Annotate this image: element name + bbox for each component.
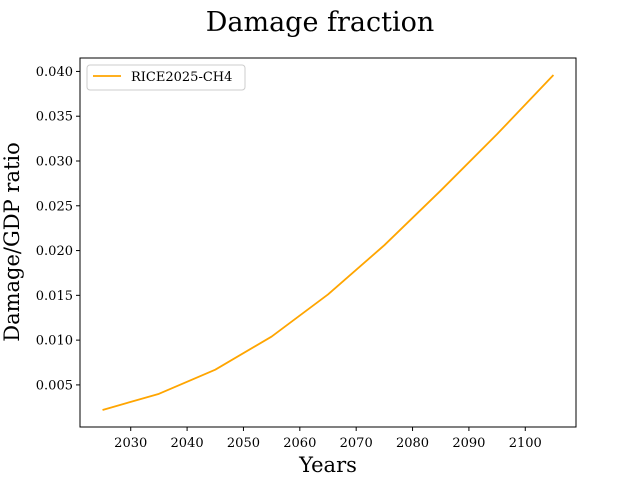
x-tick-label: 2060 xyxy=(283,436,316,451)
x-axis-label: Years xyxy=(298,453,357,477)
y-tick-label: 0.005 xyxy=(36,378,73,393)
axes-frame xyxy=(79,57,577,428)
legend-box xyxy=(86,64,246,91)
legend-label: RICE2025-CH4 xyxy=(131,70,232,85)
y-tick-label: 0.020 xyxy=(36,244,73,259)
x-tick-label: 2040 xyxy=(171,436,204,451)
legend: RICE2025-CH4 xyxy=(86,64,246,91)
y-axis: 0.005 0.010 0.015 0.020 0.025 0.030 0.035 0.040 xyxy=(36,65,80,393)
x-tick-label: 2080 xyxy=(396,436,429,451)
x-tick-label: 2090 xyxy=(452,436,485,451)
x-tick-label: 2050 xyxy=(227,436,260,451)
y-tick-label: 0.035 xyxy=(36,110,73,125)
y-axis-label: Damage/GDP ratio xyxy=(0,142,24,342)
x-tick-label: 2100 xyxy=(509,436,542,451)
y-tick-label: 0.030 xyxy=(36,154,73,169)
x-axis: 2030 2040 2050 2060 2070 2080 2090 2100 xyxy=(114,427,542,451)
y-tick-label: 0.010 xyxy=(36,334,73,349)
x-tick-label: 2030 xyxy=(114,436,147,451)
y-tick-label: 0.015 xyxy=(36,289,73,304)
x-tick-label: 2070 xyxy=(340,436,373,451)
plot-area xyxy=(102,74,555,411)
y-tick-label: 0.025 xyxy=(36,199,73,214)
y-tick-label: 0.040 xyxy=(36,65,73,80)
series-line xyxy=(102,74,555,411)
chart-title: Damage fraction xyxy=(206,7,435,38)
